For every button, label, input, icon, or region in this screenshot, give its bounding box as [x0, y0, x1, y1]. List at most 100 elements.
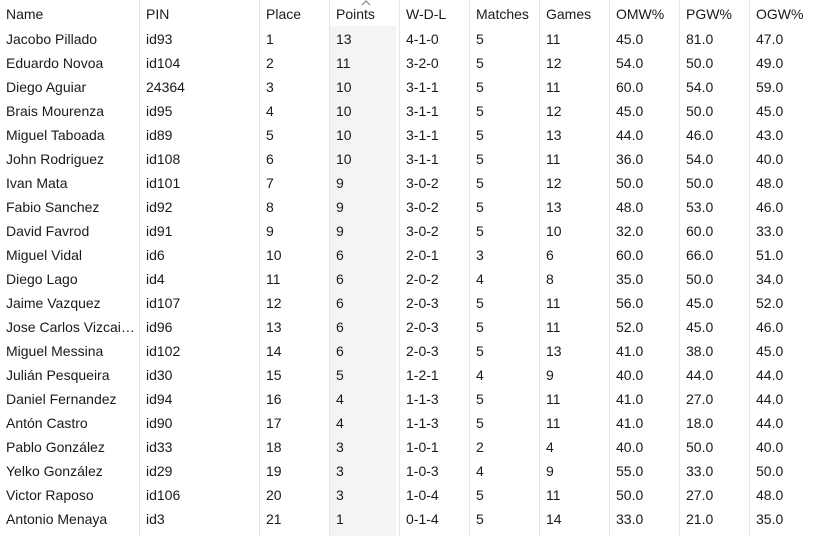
cell-omw: 48.0: [616, 199, 644, 215]
cell-ogw: 40.0: [756, 439, 784, 455]
cell-matches: 5: [476, 487, 484, 503]
table-row[interactable]: Julián Pesqueira id30 15 5 1-2-1 4 9 40.0 44.0 44…: [0, 363, 824, 387]
table-row[interactable]: Miguel Taboada id89 5 10 3-1-1 5 13 44.0 46.0 43.…: [0, 123, 824, 147]
table-row[interactable]: Ivan Mata id101 7 9 3-0-2 5 12 50.0 50.0 48.0: [0, 171, 824, 195]
cell-ogw: 45.0: [756, 103, 784, 119]
cell-matches: 5: [476, 31, 484, 47]
table-row[interactable]: Jose Carlos Vizcai… id96 13 6 2-0-3 5 11 52.0 45…: [0, 315, 824, 339]
cell-ogw: 46.0: [756, 199, 784, 215]
cell-pin: id101: [146, 175, 181, 191]
cell-ogw: 52.0: [756, 295, 784, 311]
cell-pgw: 60.0: [686, 223, 714, 239]
table-row[interactable]: Fabio Sanchez id92 8 9 3-0-2 5 13 48.0 53.0 46.0: [0, 195, 824, 219]
cell-place: 10: [266, 247, 282, 263]
cell-place: 15: [266, 367, 282, 383]
cell-pgw: 45.0: [686, 295, 714, 311]
cell-omw: 32.0: [616, 223, 644, 239]
cell-omw: 41.0: [616, 415, 644, 431]
table-row[interactable]: Miguel Vidal id6 10 6 2-0-1 3 6 60.0 66.0 51.0: [0, 243, 824, 267]
cell-pgw: 50.0: [686, 439, 714, 455]
cell-matches: 5: [476, 127, 484, 143]
cell-ogw: 44.0: [756, 391, 784, 407]
cell-games: 9: [546, 463, 554, 479]
cell-matches: 5: [476, 511, 484, 527]
cell-omw: 60.0: [616, 79, 644, 95]
cell-pin: id89: [146, 127, 173, 143]
cell-games: 12: [546, 55, 562, 71]
cell-pgw: 46.0: [686, 127, 714, 143]
cell-omw: 36.0: [616, 151, 644, 167]
column-header-matches[interactable]: Matches: [476, 6, 529, 22]
column-separator[interactable]: [539, 0, 540, 536]
column-separator[interactable]: [329, 0, 330, 536]
column-separator[interactable]: [139, 0, 140, 536]
cell-wdl: 2-0-3: [406, 319, 439, 335]
table-row[interactable]: Jacobo Pillado id93 1 13 4-1-0 5 11 45.0 81.0 47.…: [0, 27, 824, 51]
column-header-name[interactable]: Name: [6, 6, 44, 22]
cell-pin: id104: [146, 55, 181, 71]
cell-ogw: 44.0: [756, 367, 784, 383]
column-header-wdl[interactable]: W-D-L: [406, 6, 447, 22]
column-separator[interactable]: [609, 0, 610, 536]
cell-omw: 40.0: [616, 367, 644, 383]
table-row[interactable]: Jaime Vazquez id107 12 6 2-0-3 5 11 56.0 45.0 52.…: [0, 291, 824, 315]
column-header-place[interactable]: Place: [266, 6, 302, 22]
cell-omw: 45.0: [616, 103, 644, 119]
cell-points: 6: [336, 271, 344, 287]
column-separator[interactable]: [469, 0, 470, 536]
column-separator[interactable]: [749, 0, 750, 536]
cell-points: 9: [336, 223, 344, 239]
table-row[interactable]: Antón Castro id90 17 4 1-1-3 5 11 41.0 18.0 44.0: [0, 411, 824, 435]
table-row[interactable]: Daniel Fernandez id94 16 4 1-1-3 5 11 41.0 27.0 4…: [0, 387, 824, 411]
cell-ogw: 34.0: [756, 271, 784, 287]
sorted-column-highlight: [330, 26, 396, 536]
cell-pin: id90: [146, 415, 173, 431]
cell-matches: 5: [476, 319, 484, 335]
cell-ogw: 49.0: [756, 55, 784, 71]
cell-games: 9: [546, 367, 554, 383]
cell-name: Victor Raposo: [6, 487, 94, 503]
cell-omw: 40.0: [616, 439, 644, 455]
cell-matches: 5: [476, 199, 484, 215]
table-row[interactable]: Miguel Messina id102 14 6 2-0-3 5 13 41.0 38.0 45…: [0, 339, 824, 363]
cell-place: 16: [266, 391, 282, 407]
column-header-pgw[interactable]: PGW%: [686, 6, 732, 22]
table-row[interactable]: Victor Raposo id106 20 3 1-0-4 5 11 50.0 27.0 48.…: [0, 483, 824, 507]
table-row[interactable]: John Rodriguez id108 6 10 3-1-1 5 11 36.0 54.0 40…: [0, 147, 824, 171]
cell-pgw: 27.0: [686, 391, 714, 407]
cell-pin: id94: [146, 391, 173, 407]
column-separator[interactable]: [399, 0, 400, 536]
cell-pgw: 53.0: [686, 199, 714, 215]
cell-points: 6: [336, 319, 344, 335]
cell-points: 13: [336, 31, 352, 47]
cell-pin: id95: [146, 103, 173, 119]
cell-omw: 50.0: [616, 175, 644, 191]
table-row[interactable]: Eduardo Novoa id104 2 11 3-2-0 5 12 54.0 50.0 49.…: [0, 51, 824, 75]
cell-wdl: 3-1-1: [406, 79, 439, 95]
cell-games: 13: [546, 199, 562, 215]
cell-points: 9: [336, 175, 344, 191]
table-row[interactable]: Brais Mourenza id95 4 10 3-1-1 5 12 45.0 50.0 45.…: [0, 99, 824, 123]
table-row[interactable]: David Favrod id91 9 9 3-0-2 5 10 32.0 60.0 33.0: [0, 219, 824, 243]
table-row[interactable]: Pablo González id33 18 3 1-0-1 2 4 40.0 50.0 40.0: [0, 435, 824, 459]
column-header-games[interactable]: Games: [546, 6, 592, 22]
table-row[interactable]: Yelko González id29 19 3 1-0-3 4 9 55.0 33.0 50.0: [0, 459, 824, 483]
cell-matches: 5: [476, 151, 484, 167]
cell-name: Brais Mourenza: [6, 103, 105, 119]
cell-name: Julián Pesqueira: [6, 367, 110, 383]
table-row[interactable]: Diego Aguiar 24364 3 10 3-1-1 5 11 60.0 54.0 59.0: [0, 75, 824, 99]
column-header-pin[interactable]: PIN: [146, 6, 170, 22]
column-separator[interactable]: [259, 0, 260, 536]
cell-points: 5: [336, 367, 344, 383]
column-header-ogw[interactable]: OGW%: [756, 6, 804, 22]
table-row[interactable]: Diego Lago id4 11 6 2-0-2 4 8 35.0 50.0 34.0: [0, 267, 824, 291]
column-header-omw[interactable]: OMW%: [616, 6, 665, 22]
column-separator[interactable]: [679, 0, 680, 536]
table-row[interactable]: Antonio Menaya id3 21 1 0-1-4 5 14 33.0 21.0 35.0: [0, 507, 824, 531]
cell-games: 13: [546, 127, 562, 143]
cell-pin: id102: [146, 343, 181, 359]
cell-points: 4: [336, 391, 344, 407]
cell-pgw: 27.0: [686, 487, 714, 503]
cell-games: 10: [546, 223, 562, 239]
cell-pgw: 33.0: [686, 463, 714, 479]
